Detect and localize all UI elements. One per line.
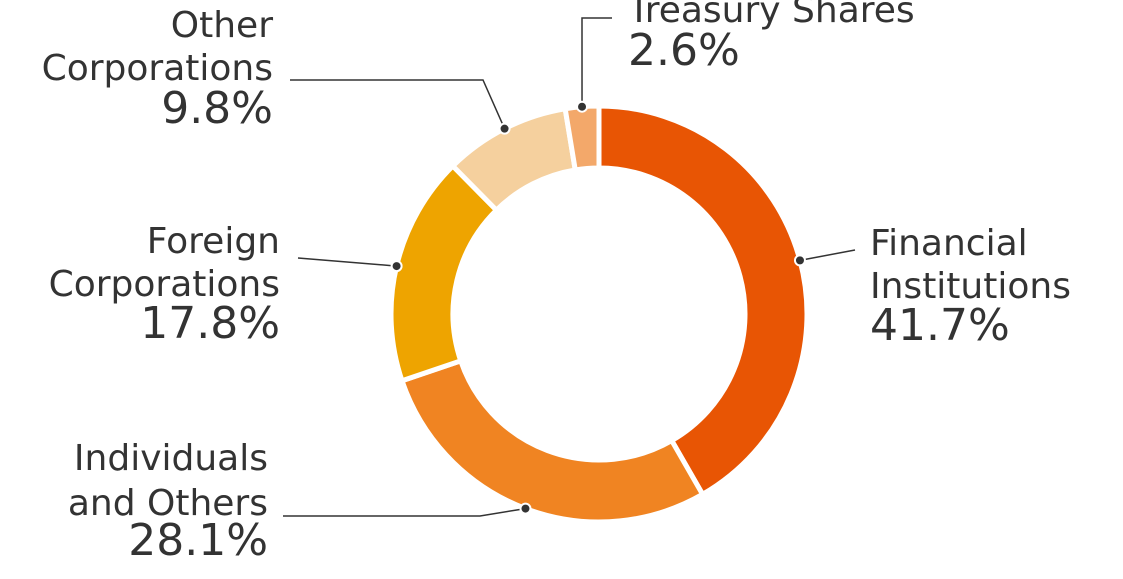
donut-segment [596, 103, 810, 498]
category-label: Foreign [147, 221, 280, 262]
leader-dot [390, 260, 403, 273]
category-label: Institutions [870, 266, 1071, 307]
category-label: Other [171, 5, 273, 46]
leader-line [799, 249, 856, 262]
category-label: Treasury Shares [627, 0, 915, 31]
category-label: Individuals [74, 438, 268, 479]
value-label: 2.6% [628, 25, 740, 76]
leader-dot [498, 122, 511, 135]
donut-segment [398, 357, 707, 525]
value-label: 17.8% [140, 298, 280, 349]
leader-line [297, 257, 397, 267]
leader-dot [519, 502, 532, 515]
category-label: Corporations [42, 48, 273, 89]
leader-dot [793, 254, 806, 267]
leader-line [581, 17, 612, 107]
leader-line [283, 507, 526, 517]
category-label: Corporations [49, 264, 280, 305]
category-label: and Others [68, 483, 268, 524]
donut-segment [388, 162, 500, 384]
category-label: Financial [870, 223, 1028, 264]
value-label: 28.1% [128, 515, 268, 566]
leader-dot [576, 100, 589, 113]
value-label: 41.7% [870, 300, 1010, 351]
value-label: 9.8% [161, 83, 273, 134]
leader-line [290, 79, 506, 129]
